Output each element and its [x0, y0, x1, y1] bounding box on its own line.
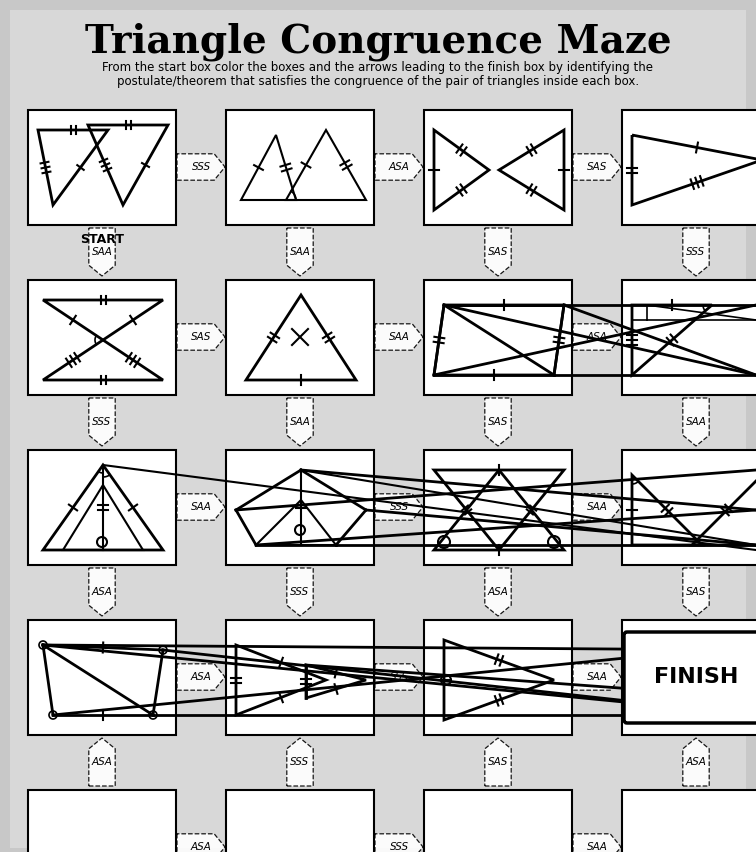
Text: SAS: SAS: [587, 162, 607, 172]
Text: SAA: SAA: [587, 672, 607, 682]
Text: SSS: SSS: [191, 162, 211, 172]
Bar: [28, 790, 176, 852]
Polygon shape: [573, 154, 621, 181]
Text: SSS: SSS: [92, 417, 112, 427]
Polygon shape: [88, 398, 115, 446]
Polygon shape: [177, 154, 225, 181]
Polygon shape: [375, 664, 423, 690]
Bar: [622, 450, 756, 565]
Polygon shape: [573, 664, 621, 690]
Text: SAA: SAA: [191, 502, 212, 512]
Text: ASA: ASA: [587, 332, 607, 342]
Bar: [28, 110, 176, 225]
Polygon shape: [177, 324, 225, 350]
Polygon shape: [177, 664, 225, 690]
Text: SSS: SSS: [290, 757, 309, 767]
Polygon shape: [88, 228, 115, 276]
Text: ASA: ASA: [686, 757, 706, 767]
Polygon shape: [573, 324, 621, 350]
Polygon shape: [683, 738, 709, 786]
Polygon shape: [88, 568, 115, 616]
Text: SAS: SAS: [191, 332, 211, 342]
Text: SSS: SSS: [686, 247, 705, 257]
Bar: [622, 280, 756, 395]
Text: ASA: ASA: [91, 587, 113, 597]
Text: SAA: SAA: [686, 417, 706, 427]
Bar: [424, 280, 572, 395]
Polygon shape: [573, 834, 621, 852]
Polygon shape: [375, 494, 423, 521]
FancyBboxPatch shape: [624, 632, 756, 723]
Bar: [622, 790, 756, 852]
Polygon shape: [88, 738, 115, 786]
Text: ASA: ASA: [389, 162, 410, 172]
Text: ASA: ASA: [191, 672, 212, 682]
Text: SAS: SAS: [488, 757, 508, 767]
Polygon shape: [573, 494, 621, 521]
Bar: [28, 450, 176, 565]
Bar: [424, 110, 572, 225]
Polygon shape: [375, 834, 423, 852]
Text: SSS: SSS: [389, 502, 408, 512]
Bar: [28, 620, 176, 735]
Polygon shape: [375, 324, 423, 350]
Bar: [226, 110, 374, 225]
Text: SSS: SSS: [389, 842, 408, 852]
Polygon shape: [287, 568, 313, 616]
Polygon shape: [485, 568, 511, 616]
Bar: [28, 280, 176, 395]
Text: SAA: SAA: [290, 247, 311, 257]
Polygon shape: [683, 228, 709, 276]
Polygon shape: [485, 398, 511, 446]
Text: SAA: SAA: [587, 502, 607, 512]
Polygon shape: [683, 568, 709, 616]
Text: ASA: ASA: [191, 842, 212, 852]
Polygon shape: [177, 834, 225, 852]
Text: FINISH: FINISH: [654, 667, 738, 687]
Text: postulate/theorem that satisfies the congruence of the pair of triangles inside : postulate/theorem that satisfies the con…: [117, 76, 639, 89]
Text: ASA: ASA: [488, 587, 509, 597]
Text: SAS: SAS: [488, 247, 508, 257]
Text: Triangle Congruence Maze: Triangle Congruence Maze: [85, 23, 671, 61]
Text: SAA: SAA: [290, 417, 311, 427]
Text: SAA: SAA: [587, 842, 607, 852]
Bar: [226, 280, 374, 395]
Bar: [424, 450, 572, 565]
Text: SAS: SAS: [686, 587, 706, 597]
Polygon shape: [485, 738, 511, 786]
Bar: [226, 620, 374, 735]
Polygon shape: [287, 398, 313, 446]
Bar: [226, 790, 374, 852]
Text: SAS: SAS: [488, 417, 508, 427]
Bar: [424, 620, 572, 735]
Bar: [424, 790, 572, 852]
Polygon shape: [375, 154, 423, 181]
Bar: [622, 110, 756, 225]
Text: START: START: [80, 233, 124, 246]
Bar: [622, 620, 756, 735]
Text: SAA: SAA: [389, 332, 410, 342]
Polygon shape: [485, 228, 511, 276]
Text: ASA: ASA: [91, 757, 113, 767]
Text: SAA: SAA: [91, 247, 113, 257]
Polygon shape: [683, 398, 709, 446]
Polygon shape: [177, 494, 225, 521]
Text: From the start box color the boxes and the arrows leading to the finish box by i: From the start box color the boxes and t…: [103, 61, 653, 74]
Text: SSS: SSS: [290, 587, 309, 597]
Text: SSS: SSS: [389, 672, 408, 682]
Polygon shape: [287, 738, 313, 786]
Polygon shape: [287, 228, 313, 276]
Bar: [226, 450, 374, 565]
